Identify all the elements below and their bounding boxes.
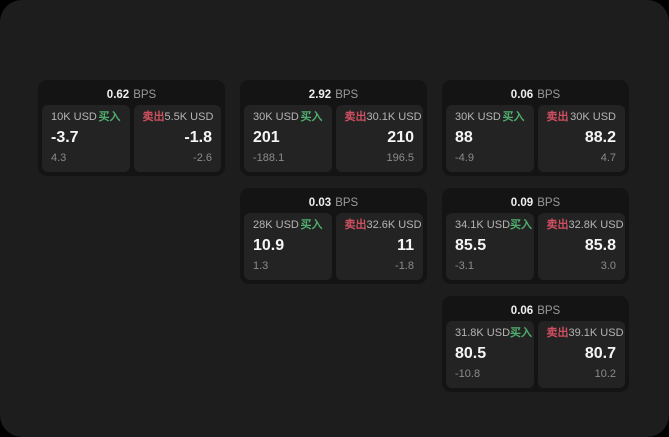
- bps-unit: BPS: [335, 88, 359, 101]
- buy-price: 201: [253, 129, 280, 146]
- buy-notional: 34.1K USD: [455, 219, 511, 231]
- bps-card: 0.09 BPS 34.1K USD 买入 85.5 -3.1 卖出 32.8K…: [442, 188, 629, 284]
- bps-unit: BPS: [133, 88, 157, 101]
- bps-value: 0.06: [510, 304, 534, 317]
- sell-price: 88.2: [584, 129, 616, 146]
- sell-quote-tile[interactable]: 卖出 30.1K USD 210 196.5: [335, 105, 423, 172]
- buy-quote-tile[interactable]: 28K USD 买入 10.9 1.3: [244, 213, 332, 280]
- sell-price: 210: [387, 129, 414, 146]
- sell-delta: 4.7: [600, 152, 616, 164]
- sell-notional: 32.6K USD: [366, 219, 422, 231]
- sell-delta: -2.6: [193, 152, 212, 164]
- sell-delta: -1.8: [395, 260, 414, 272]
- buy-side-label: 买入: [510, 327, 533, 339]
- sell-notional: 30K USD: [570, 111, 616, 123]
- bps-unit: BPS: [537, 88, 561, 101]
- bps-unit: BPS: [537, 304, 561, 317]
- sell-quote-tile[interactable]: 卖出 30K USD 88.2 4.7: [537, 105, 625, 172]
- bps-card: 2.92 BPS 30K USD 买入 201 -188.1 卖出 30.1K …: [240, 80, 427, 176]
- bps-header: 2.92 BPS: [244, 84, 423, 105]
- sell-price: 80.7: [584, 345, 616, 362]
- sell-delta: 3.0: [600, 260, 616, 272]
- sell-side-label: 卖出: [546, 327, 569, 339]
- bps-value: 2.92: [308, 88, 332, 101]
- bps-value: 0.06: [510, 88, 534, 101]
- buy-notional: 31.8K USD: [455, 327, 511, 339]
- bps-card: 0.62 BPS 10K USD 买入 -3.7 4.3 卖出 5.5K USD…: [38, 80, 225, 176]
- buy-side-label: 买入: [300, 219, 323, 231]
- bps-header: 0.06 BPS: [446, 84, 625, 105]
- buy-price: 85.5: [455, 237, 487, 254]
- bps-unit: BPS: [335, 196, 359, 209]
- buy-price: -3.7: [51, 129, 79, 146]
- buy-price: 10.9: [253, 237, 285, 254]
- sell-notional: 39.1K USD: [568, 327, 624, 339]
- bps-header: 0.62 BPS: [42, 84, 221, 105]
- bps-header: 0.03 BPS: [244, 192, 423, 213]
- buy-delta: -10.8: [455, 368, 481, 380]
- buy-quote-tile[interactable]: 10K USD 买入 -3.7 4.3: [42, 105, 130, 172]
- buy-notional: 30K USD: [455, 111, 501, 123]
- sell-quote-tile[interactable]: 卖出 5.5K USD -1.8 -2.6: [133, 105, 221, 172]
- bps-header: 0.06 BPS: [446, 300, 625, 321]
- buy-side-label: 买入: [98, 111, 121, 123]
- buy-price: 80.5: [455, 345, 487, 362]
- bps-card: 0.06 BPS 31.8K USD 买入 80.5 -10.8 卖出 39.1…: [442, 296, 629, 392]
- buy-quote-tile[interactable]: 34.1K USD 买入 85.5 -3.1: [446, 213, 534, 280]
- sell-quote-tile[interactable]: 卖出 39.1K USD 80.7 10.2: [537, 321, 625, 388]
- sell-side-label: 卖出: [344, 219, 367, 231]
- bps-header: 0.09 BPS: [446, 192, 625, 213]
- sell-quote-tile[interactable]: 卖出 32.6K USD 11 -1.8: [335, 213, 423, 280]
- sell-price: 85.8: [584, 237, 616, 254]
- buy-delta: 4.3: [51, 152, 67, 164]
- buy-notional: 30K USD: [253, 111, 299, 123]
- sell-notional: 5.5K USD: [164, 111, 214, 123]
- buy-delta: -188.1: [253, 152, 285, 164]
- bps-card: 0.03 BPS 28K USD 买入 10.9 1.3 卖出 32.6K US…: [240, 188, 427, 284]
- sell-side-label: 卖出: [546, 111, 569, 123]
- sell-quote-tile[interactable]: 卖出 32.8K USD 85.8 3.0: [537, 213, 625, 280]
- cards-grid: 0.62 BPS 10K USD 买入 -3.7 4.3 卖出 5.5K USD…: [38, 80, 629, 392]
- buy-quote-tile[interactable]: 30K USD 买入 201 -188.1: [244, 105, 332, 172]
- bps-value: 0.03: [308, 196, 332, 209]
- bps-unit: BPS: [537, 196, 561, 209]
- buy-delta: -4.9: [455, 152, 474, 164]
- buy-side-label: 买入: [300, 111, 323, 123]
- bps-value: 0.09: [510, 196, 534, 209]
- sell-price: -1.8: [184, 129, 212, 146]
- sell-notional: 30.1K USD: [366, 111, 422, 123]
- sell-delta: 10.2: [594, 368, 616, 380]
- buy-side-label: 买入: [502, 111, 525, 123]
- sell-side-label: 卖出: [344, 111, 367, 123]
- bps-card: 0.06 BPS 30K USD 买入 88 -4.9 卖出 30K USD 8…: [442, 80, 629, 176]
- sell-price: 11: [397, 237, 414, 254]
- sell-side-label: 卖出: [546, 219, 569, 231]
- buy-quote-tile[interactable]: 31.8K USD 买入 80.5 -10.8: [446, 321, 534, 388]
- buy-price: 88: [455, 129, 473, 146]
- bps-value: 0.62: [106, 88, 130, 101]
- buy-quote-tile[interactable]: 30K USD 买入 88 -4.9: [446, 105, 534, 172]
- buy-delta: -3.1: [455, 260, 474, 272]
- buy-notional: 28K USD: [253, 219, 299, 231]
- buy-delta: 1.3: [253, 260, 269, 272]
- buy-notional: 10K USD: [51, 111, 97, 123]
- sell-delta: 196.5: [386, 152, 414, 164]
- buy-side-label: 买入: [510, 219, 533, 231]
- sell-side-label: 卖出: [142, 111, 165, 123]
- sell-notional: 32.8K USD: [568, 219, 624, 231]
